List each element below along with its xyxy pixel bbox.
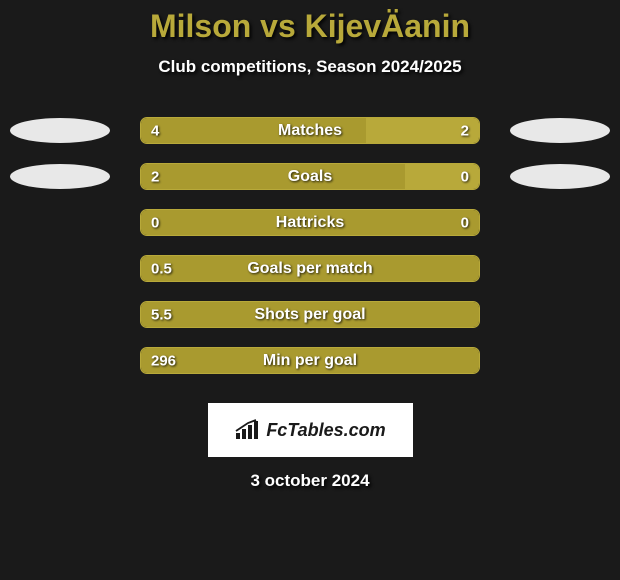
stat-label: Goals [288,168,332,186]
stat-value-left: 5.5 [151,306,172,323]
generation-date: 3 october 2024 [250,471,369,491]
stat-row: 5.5 Shots per goal [0,301,620,328]
logo-text: FcTables.com [266,420,385,441]
page-subtitle: Club competitions, Season 2024/2025 [158,57,461,77]
stat-row: 296 Min per goal [0,347,620,374]
stat-bar: 5.5 Shots per goal [140,301,480,328]
stat-label: Goals per match [247,260,372,278]
stat-label: Min per goal [263,352,357,370]
bar-segment-left [141,164,405,189]
stat-label: Matches [278,122,342,140]
page-title: Milson vs KijevÄanin [150,8,470,45]
stat-label: Hattricks [276,214,344,232]
stat-bar: 4 Matches 2 [140,117,480,144]
stat-value-right: 0 [461,168,469,185]
stat-value-left: 0 [151,214,159,231]
stat-value-right: 0 [461,214,469,231]
stat-row: 0.5 Goals per match [0,255,620,282]
stat-row: 0 Hattricks 0 [0,209,620,236]
player-left-marker [10,118,110,143]
player-left-marker [10,164,110,189]
stat-label: Shots per goal [254,306,365,324]
stat-value-left: 0.5 [151,260,172,277]
stat-value-left: 2 [151,168,159,185]
chart-icon [234,419,260,441]
stat-value-left: 296 [151,352,176,369]
fctables-logo[interactable]: FcTables.com [208,403,413,457]
stat-row: 4 Matches 2 [0,117,620,144]
stat-bar: 296 Min per goal [140,347,480,374]
stat-bar: 0 Hattricks 0 [140,209,480,236]
stat-row: 2 Goals 0 [0,163,620,190]
stat-value-left: 4 [151,122,159,139]
player-right-marker [510,164,610,189]
stat-value-right: 2 [461,122,469,139]
player-right-marker [510,118,610,143]
stat-bar: 2 Goals 0 [140,163,480,190]
stat-bar: 0.5 Goals per match [140,255,480,282]
